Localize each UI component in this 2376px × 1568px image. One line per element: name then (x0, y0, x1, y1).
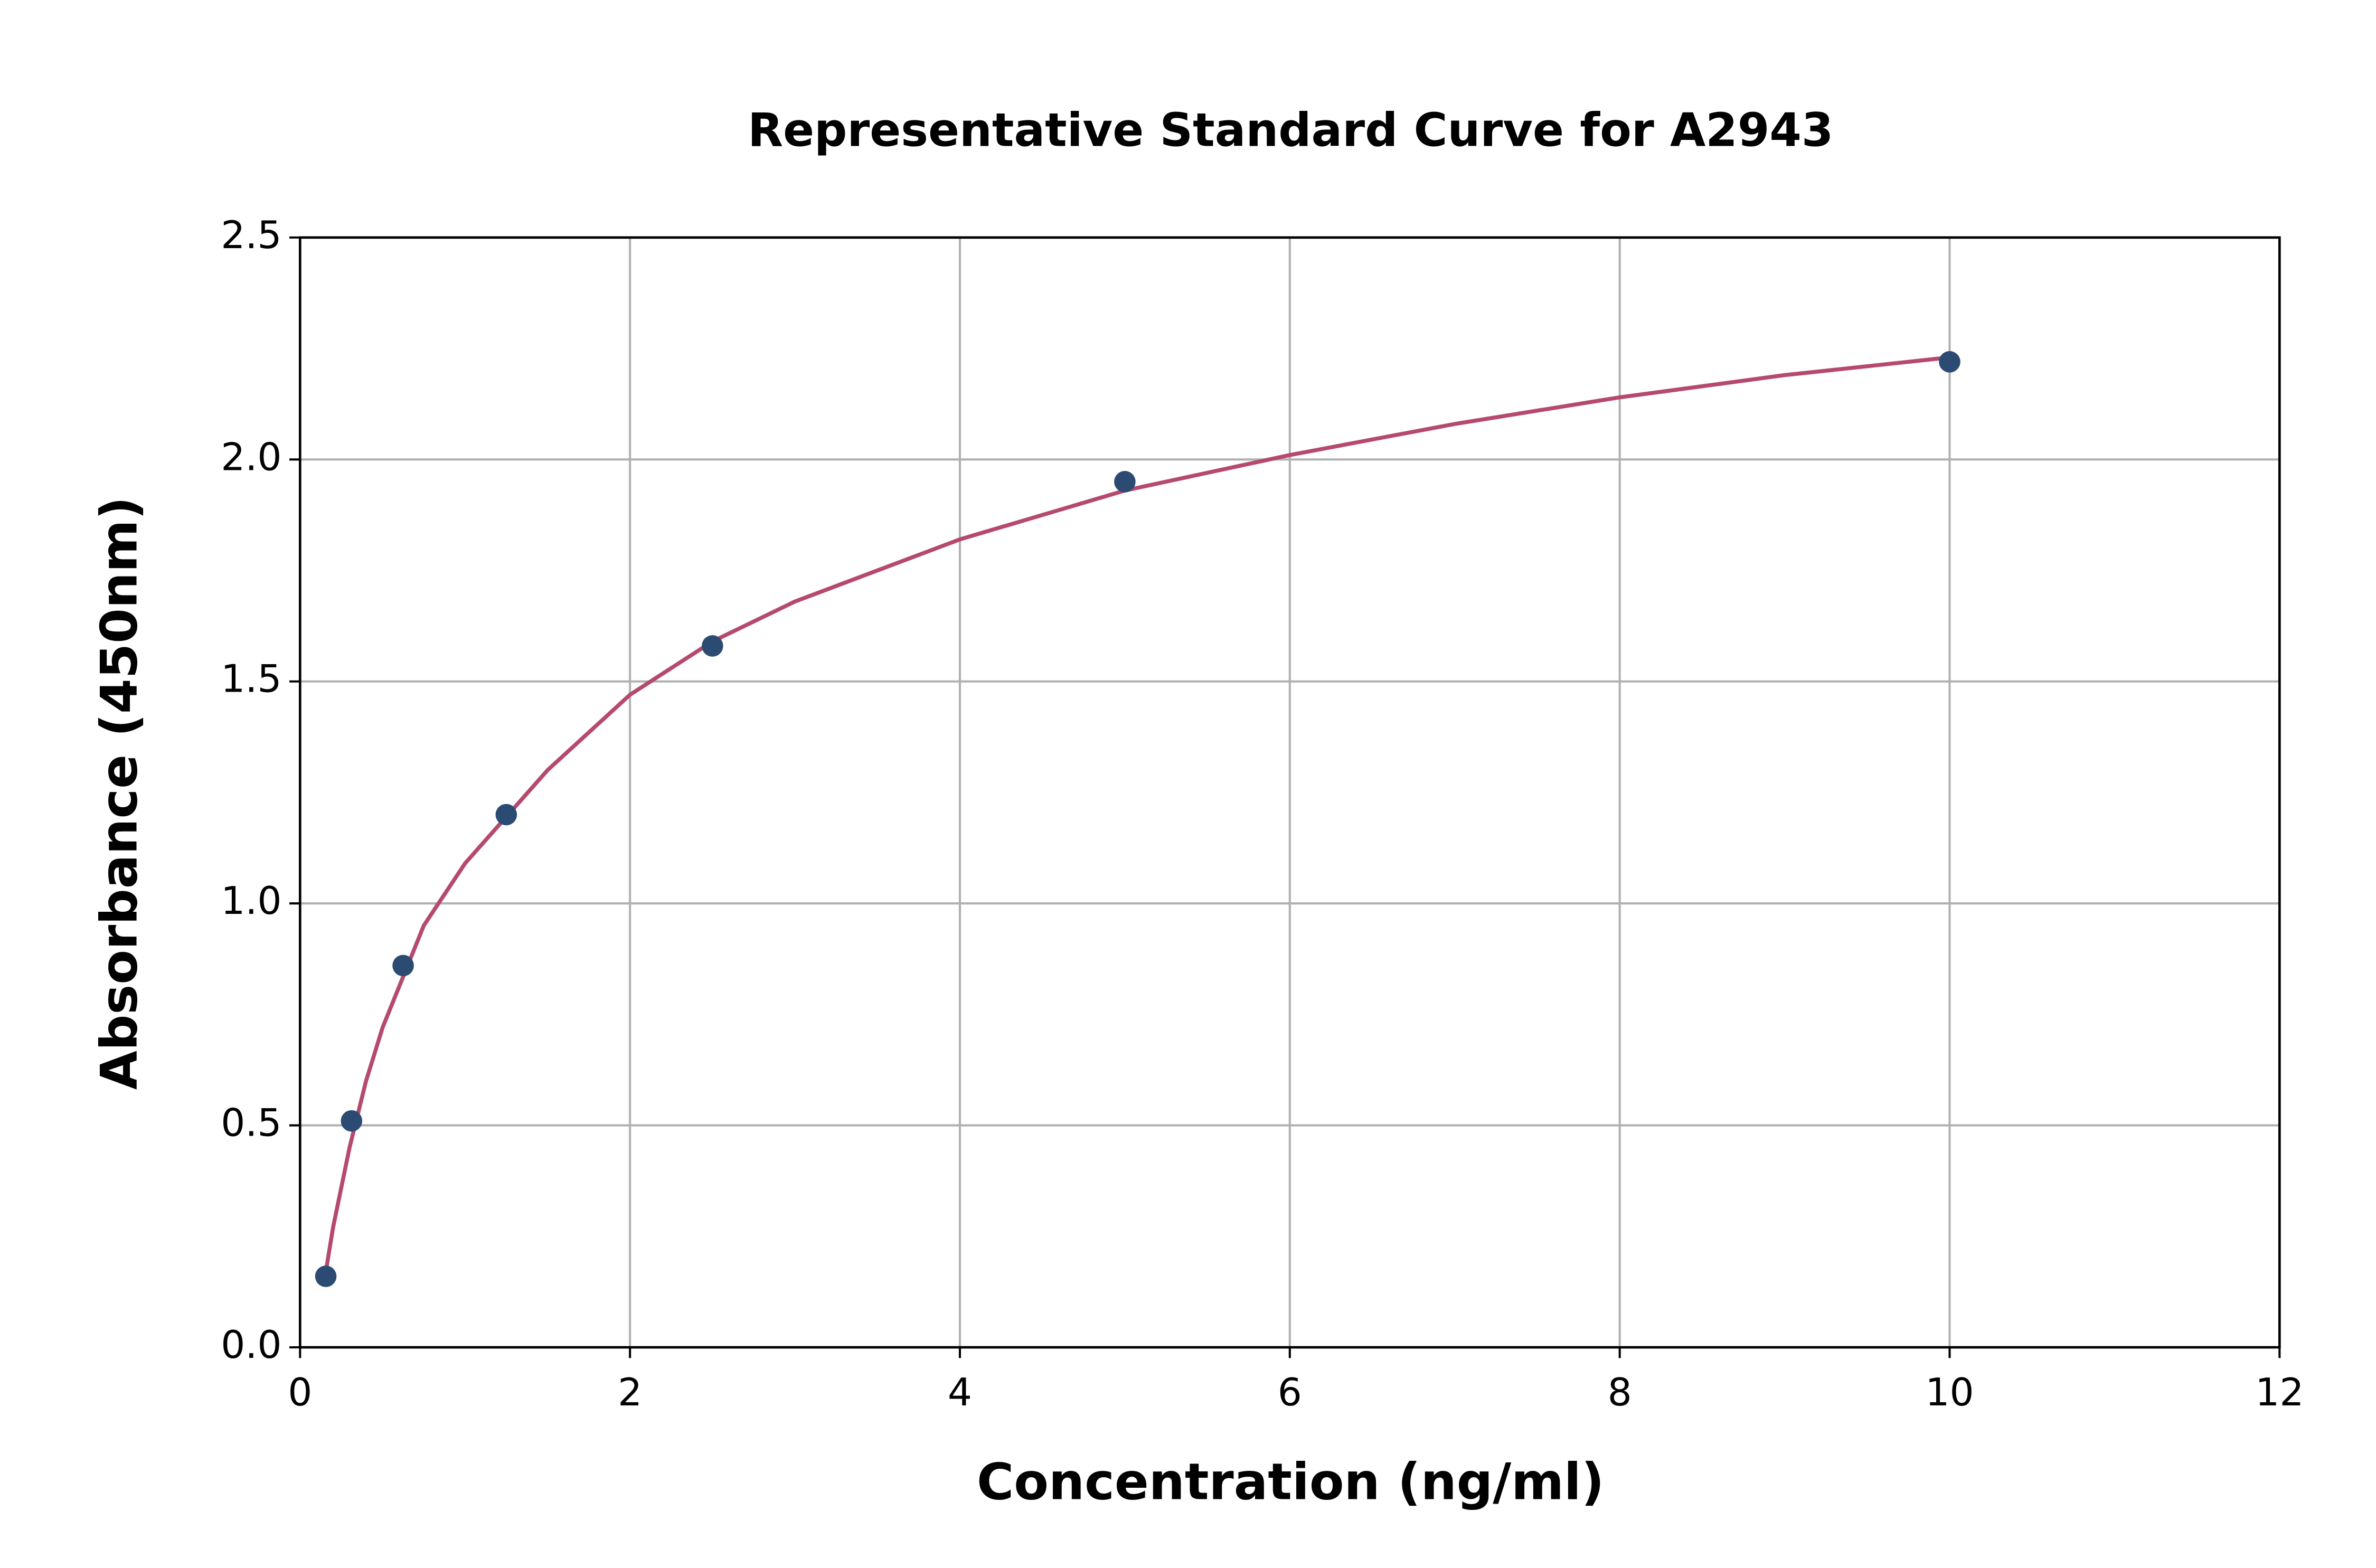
y-tick-label: 1.5 (221, 657, 281, 702)
axes: 0 2 4 6 8 10 12 0.0 0.5 1.0 1.5 2.0 2.5 (221, 213, 2304, 1415)
chart-title: Representative Standard Curve for A2943 (748, 103, 1833, 157)
fit-curve (324, 355, 1950, 1272)
data-point (495, 804, 517, 826)
y-tick-label: 0.5 (221, 1101, 281, 1146)
x-tick-label: 8 (1608, 1371, 1632, 1415)
x-tick-label: 0 (288, 1371, 312, 1415)
data-point (341, 1110, 363, 1132)
y-axis-label: Absorbance (450nm) (89, 497, 148, 1090)
data-point (1114, 471, 1136, 493)
data-point (392, 955, 414, 977)
data-point (702, 635, 723, 657)
plot-area (315, 351, 1960, 1287)
y-tick-label: 2.5 (221, 213, 281, 258)
x-tick-label: 2 (618, 1371, 642, 1415)
y-tick-label: 0.0 (221, 1323, 281, 1367)
x-tick-label: 6 (1278, 1371, 1302, 1415)
x-axis-label: Concentration (ng/ml) (977, 1452, 1604, 1511)
y-tick-label: 2.0 (221, 435, 281, 479)
data-point (1939, 351, 1960, 373)
x-tick-label: 12 (2255, 1371, 2304, 1415)
y-tick-label: 1.0 (221, 879, 281, 923)
x-tick-label: 4 (948, 1371, 972, 1415)
data-point (315, 1265, 337, 1287)
x-tick-label: 10 (1925, 1371, 1974, 1415)
